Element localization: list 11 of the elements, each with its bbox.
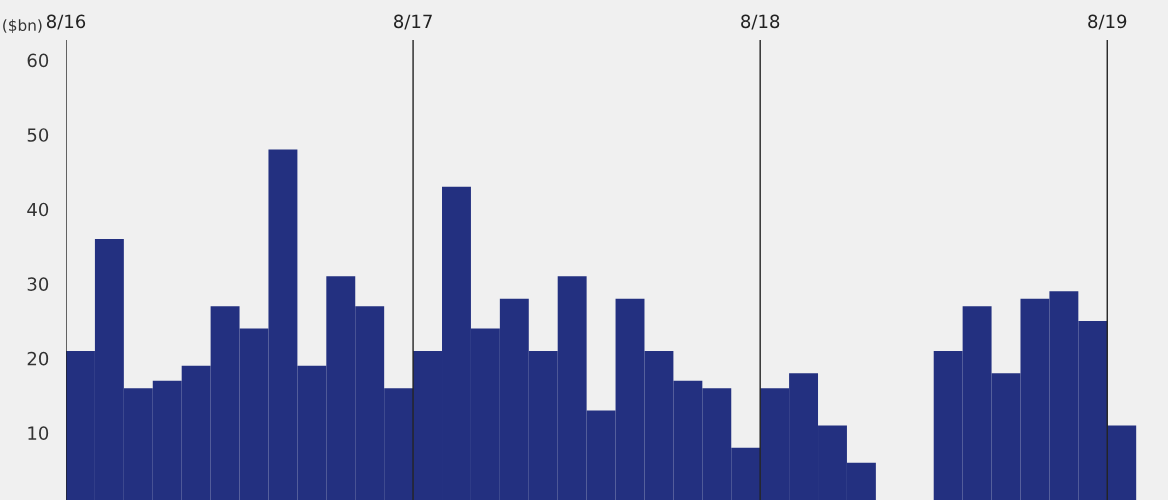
x-tick-label: 8/16 [46,14,86,30]
y-tick-label: 40 [27,202,49,217]
y-axis-title: ($bn) [3,19,42,34]
y-tick-label: 50 [27,128,49,142]
y-tick-label: 30 [27,277,49,291]
y-tick-label: 20 [27,351,49,366]
y-tick-label: 10 [28,426,49,441]
y-tick-label: 60 [27,53,49,68]
x-tick-label: 8/19 [1088,14,1127,30]
x-tick-label: 8/17 [394,14,432,30]
x-tick-label: 8/18 [741,14,780,30]
